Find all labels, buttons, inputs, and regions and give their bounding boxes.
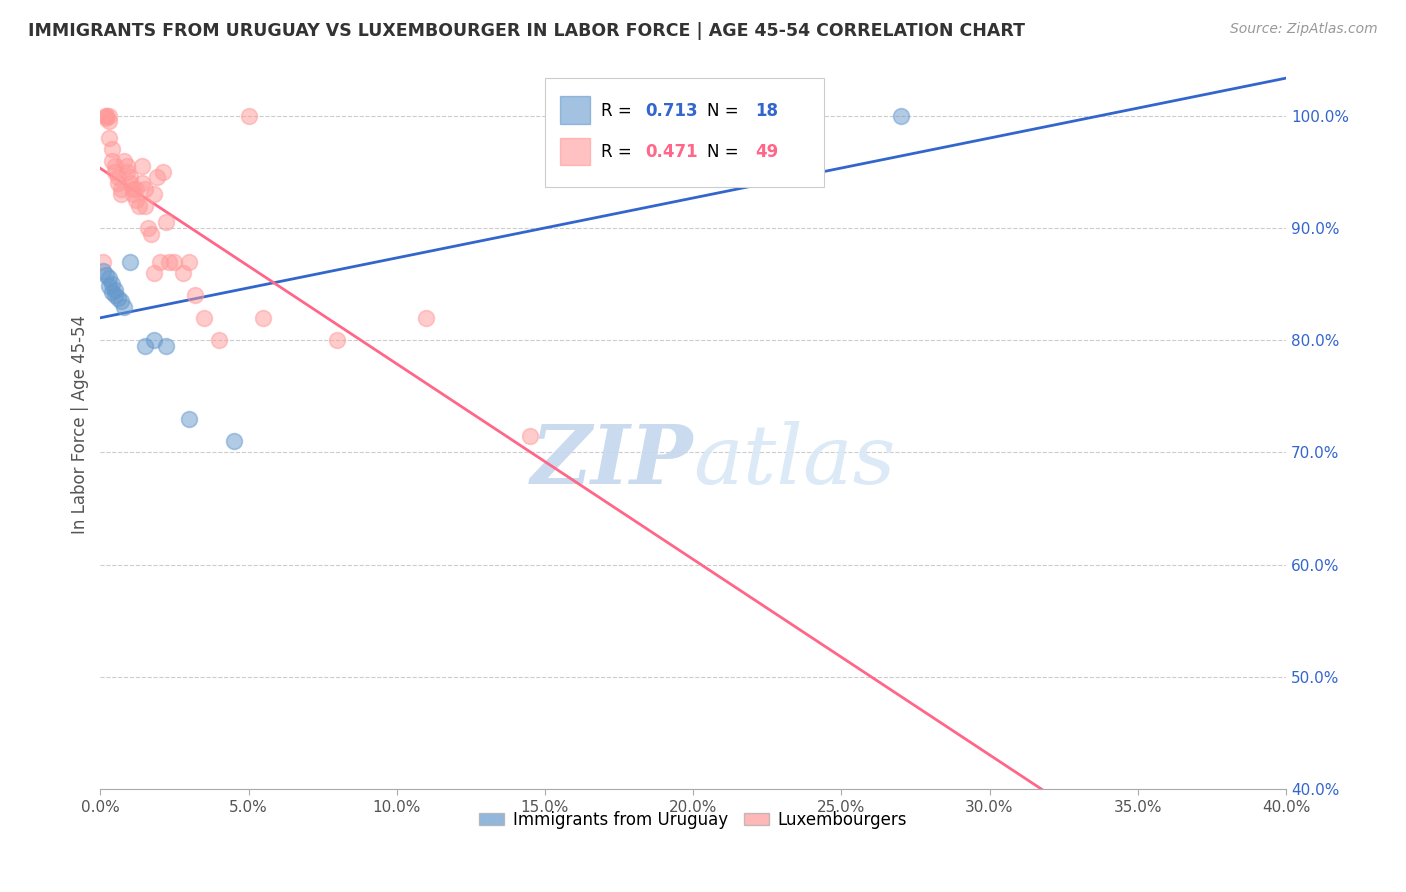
Point [134, 339, 156, 353]
Point [179, 254, 201, 268]
Text: atlas: atlas [693, 421, 896, 501]
Text: IMMIGRANTS FROM URUGUAY VS LUXEMBOURGER IN LABOR FORCE | AGE 45-54 CORRELATION C: IMMIGRANTS FROM URUGUAY VS LUXEMBOURGER … [28, 22, 1025, 40]
Point [98, 279, 121, 293]
Point [139, 227, 162, 241]
Point [96, 109, 118, 123]
Point [118, 254, 141, 268]
Point [134, 198, 156, 212]
Point [104, 283, 127, 297]
Point [96, 109, 118, 123]
Point [115, 165, 138, 179]
Point [145, 170, 167, 185]
Point [107, 291, 129, 305]
Point [96, 111, 118, 125]
Point [104, 165, 127, 179]
Point [179, 412, 201, 426]
Point [163, 254, 186, 268]
Text: R =: R = [600, 102, 637, 120]
Point [110, 182, 132, 196]
Point [101, 142, 124, 156]
Point [115, 159, 138, 173]
Point [98, 131, 121, 145]
Point [98, 109, 121, 123]
Point [101, 277, 124, 291]
Point [122, 187, 145, 202]
FancyBboxPatch shape [546, 78, 824, 187]
Point [142, 333, 165, 347]
Point [128, 198, 150, 212]
Point [101, 153, 124, 168]
FancyBboxPatch shape [561, 137, 591, 165]
Text: R =: R = [600, 144, 637, 161]
Point [142, 266, 165, 280]
Point [238, 109, 260, 123]
Point [149, 254, 172, 268]
FancyBboxPatch shape [561, 96, 591, 124]
Point [152, 165, 174, 179]
Point [519, 428, 541, 442]
Point [118, 170, 141, 185]
Point [110, 187, 132, 202]
Point [104, 288, 127, 302]
Point [155, 339, 177, 353]
Text: Source: ZipAtlas.com: Source: ZipAtlas.com [1230, 22, 1378, 37]
Point [157, 254, 180, 268]
Point [101, 285, 124, 299]
Point [118, 176, 141, 190]
Point [326, 333, 349, 347]
Text: N =: N = [707, 102, 744, 120]
Legend: Immigrants from Uruguay, Luxembourgers: Immigrants from Uruguay, Luxembourgers [472, 805, 914, 836]
Y-axis label: In Labor Force | Age 45-54: In Labor Force | Age 45-54 [72, 315, 89, 534]
Text: N =: N = [707, 144, 744, 161]
Point [208, 333, 231, 347]
Point [155, 215, 177, 229]
Point [112, 153, 135, 168]
Point [125, 182, 148, 196]
Point [98, 114, 121, 128]
Point [125, 193, 148, 207]
Point [142, 187, 165, 202]
Point [131, 176, 153, 190]
Point [107, 176, 129, 190]
Point [890, 109, 912, 123]
Point [104, 159, 127, 173]
Point [91, 254, 114, 268]
Point [98, 271, 121, 285]
Point [184, 288, 207, 302]
Point [134, 182, 156, 196]
Point [107, 170, 129, 185]
Point [110, 293, 132, 308]
Point [91, 263, 114, 277]
Point [131, 159, 153, 173]
Point [415, 310, 437, 325]
Point [112, 300, 135, 314]
Text: ZIP: ZIP [530, 421, 693, 501]
Text: 0.713: 0.713 [645, 102, 699, 120]
Point [193, 310, 215, 325]
Point [136, 221, 159, 235]
Point [122, 182, 145, 196]
Point [96, 268, 118, 282]
Text: 0.471: 0.471 [645, 144, 699, 161]
Point [222, 434, 245, 449]
Text: 18: 18 [755, 102, 778, 120]
Point [252, 310, 274, 325]
Text: 49: 49 [755, 144, 778, 161]
Point [172, 266, 194, 280]
